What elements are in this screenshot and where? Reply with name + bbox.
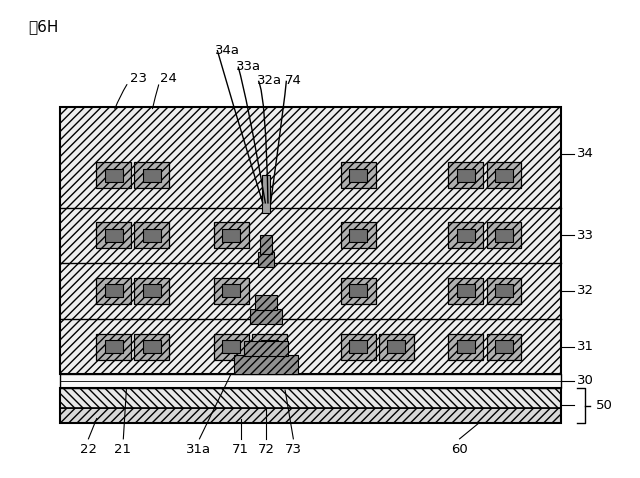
Bar — [134, 162, 170, 188]
Bar — [244, 341, 288, 356]
Text: 34: 34 — [577, 147, 594, 161]
Bar — [255, 295, 278, 310]
Bar — [340, 162, 376, 188]
Text: 50: 50 — [596, 399, 613, 412]
Bar — [60, 107, 561, 374]
Text: 32: 32 — [577, 284, 594, 297]
Bar — [134, 334, 170, 360]
Bar — [252, 334, 287, 360]
Bar — [105, 284, 122, 297]
Text: 24: 24 — [160, 72, 177, 85]
Text: 33a: 33a — [236, 60, 261, 73]
Bar — [105, 229, 122, 242]
Bar — [258, 252, 275, 267]
Bar — [486, 222, 522, 248]
Text: 72: 72 — [257, 443, 275, 456]
Bar — [223, 229, 240, 242]
Bar — [143, 169, 161, 182]
Text: 22: 22 — [80, 443, 97, 456]
Bar — [97, 162, 131, 188]
Bar — [449, 222, 483, 248]
Bar — [486, 334, 522, 360]
Bar — [97, 278, 131, 304]
Text: 33: 33 — [577, 228, 594, 242]
Bar — [449, 278, 483, 304]
Bar — [105, 340, 122, 353]
Bar — [340, 278, 376, 304]
Bar — [349, 229, 367, 242]
Text: 32a: 32a — [257, 74, 282, 87]
Bar — [97, 222, 131, 248]
Bar — [486, 278, 522, 304]
Bar — [134, 222, 170, 248]
Bar — [349, 340, 367, 353]
Bar — [97, 334, 131, 360]
Bar — [449, 162, 483, 188]
Bar — [234, 355, 298, 374]
Bar — [134, 278, 170, 304]
Bar — [143, 340, 161, 353]
Bar — [457, 284, 475, 297]
Text: 21: 21 — [113, 443, 131, 456]
Bar — [223, 284, 240, 297]
Bar — [60, 374, 561, 388]
Bar — [486, 162, 522, 188]
Bar — [495, 284, 513, 297]
Bar — [214, 278, 248, 304]
Bar — [214, 334, 248, 360]
Bar — [260, 235, 272, 254]
Text: 31: 31 — [577, 340, 594, 353]
Bar — [262, 175, 270, 213]
Bar — [340, 222, 376, 248]
Text: 74: 74 — [285, 74, 302, 87]
Bar — [457, 169, 475, 182]
Bar — [260, 340, 278, 353]
Bar — [60, 388, 561, 423]
Bar — [214, 222, 248, 248]
Bar — [457, 340, 475, 353]
Bar — [223, 340, 240, 353]
Text: 71: 71 — [232, 443, 249, 456]
Bar — [143, 229, 161, 242]
Text: 30: 30 — [577, 374, 594, 387]
Bar — [349, 169, 367, 182]
Bar — [449, 334, 483, 360]
Bar — [349, 284, 367, 297]
Text: 23: 23 — [130, 72, 147, 85]
Bar — [495, 229, 513, 242]
Bar — [143, 284, 161, 297]
Bar — [105, 169, 122, 182]
Bar — [495, 169, 513, 182]
Bar — [60, 388, 561, 408]
Bar — [387, 340, 405, 353]
Bar — [457, 229, 475, 242]
Text: 図6H: 図6H — [28, 19, 58, 34]
Text: 34a: 34a — [215, 43, 240, 56]
Text: 31a: 31a — [186, 443, 211, 456]
Bar — [495, 340, 513, 353]
Bar — [379, 334, 413, 360]
Bar — [250, 309, 282, 324]
Text: 60: 60 — [451, 443, 468, 456]
Text: 73: 73 — [285, 443, 302, 456]
Bar — [340, 334, 376, 360]
Bar — [60, 408, 561, 423]
